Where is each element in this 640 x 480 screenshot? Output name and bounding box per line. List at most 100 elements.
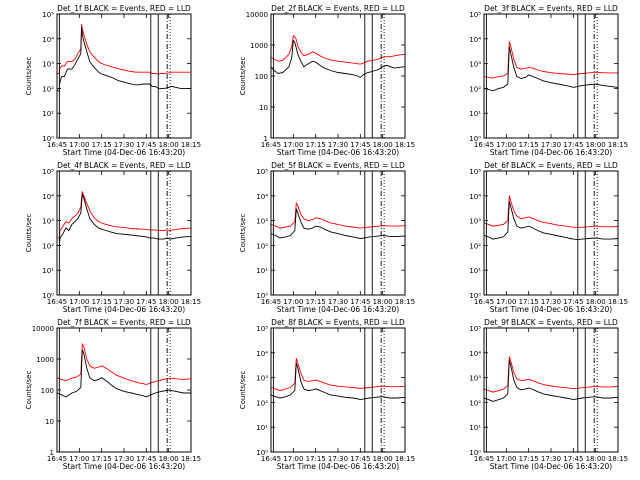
- x-axis-label: Start Time (04-Dec-06 16:43:20): [490, 305, 612, 314]
- y-tick-label: 10⁴: [256, 350, 268, 358]
- y-tick-label: 10¹: [42, 110, 54, 118]
- y-tick-label: 1: [264, 135, 268, 143]
- chart-title: Det_4f BLACK = Events, RED = LLD: [57, 161, 191, 170]
- y-tick-label: 1: [50, 449, 54, 457]
- series-line-events: [483, 360, 619, 402]
- x-tick-label: 17:45: [350, 455, 370, 463]
- x-tick-label: 18:15: [395, 141, 415, 149]
- y-tick-label: 10⁰: [469, 135, 481, 143]
- panel-2: 1 10 100 1000 10000 16:45 17:00 17:15 17:30 17:45…: [239, 4, 415, 157]
- x-tick-label: 17:30: [328, 298, 348, 306]
- x-tick-label: 18:15: [181, 455, 201, 463]
- plot-frame: [56, 13, 192, 139]
- y-axis-label: Counts/sec: [25, 57, 33, 96]
- x-tick-label: 17:15: [92, 141, 112, 149]
- y-tick-label: 10⁵: [42, 168, 54, 176]
- y-tick-label: 10³: [42, 61, 54, 69]
- x-tick-label: 17:45: [136, 298, 156, 306]
- series-line-lld: [270, 201, 406, 229]
- y-tick-label: 10⁰: [256, 449, 268, 457]
- y-tick-label: 10¹: [256, 424, 268, 432]
- x-tick-label: 18:00: [159, 298, 179, 306]
- y-tick-label: 10¹: [42, 267, 54, 275]
- x-tick-label: 16:45: [261, 298, 281, 306]
- x-tick-label: 17:30: [114, 455, 134, 463]
- series-line-lld: [56, 342, 192, 385]
- x-axis-label: Start Time (04-Dec-06 16:43:20): [277, 305, 399, 314]
- x-tick-label: 17:30: [328, 455, 348, 463]
- series-line-lld: [57, 191, 192, 239]
- x-tick-label: 17:15: [306, 455, 326, 463]
- plot-frame: [56, 170, 192, 296]
- x-tick-label: 16:45: [474, 455, 494, 463]
- y-tick-label: 10⁴: [42, 36, 54, 44]
- x-axis-label: Start Time (04-Dec-06 16:43:20): [63, 148, 185, 157]
- chart-title: Det_8f BLACK = Events, RED = LLD: [271, 318, 405, 327]
- x-tick-label: 17:00: [69, 298, 89, 306]
- panel-1: 10⁰ 10¹ 10² 10³ 10⁴ 10⁵ 16:45 17:00 17:15 17:30 17…: [25, 4, 201, 157]
- x-tick-label: 18:15: [395, 455, 415, 463]
- y-tick-label: 10⁵: [256, 325, 268, 333]
- series-line-events: [270, 208, 406, 239]
- x-tick-label: 17:15: [306, 298, 326, 306]
- x-tick-label: 18:00: [159, 455, 179, 463]
- series-line-events: [270, 362, 406, 401]
- y-tick-label: 10²: [256, 242, 268, 250]
- y-tick-label: 10⁴: [42, 193, 54, 201]
- series-line-events: [56, 349, 191, 398]
- x-tick-label: 16:45: [261, 141, 281, 149]
- x-tick-label: 17:15: [306, 141, 326, 149]
- y-tick-label: 10⁰: [469, 292, 481, 300]
- panel-7: 1 10 100 1000 10000 16:45 17:00 17:15 17:30 17:45…: [25, 318, 201, 471]
- y-tick-label: 1000: [36, 356, 54, 364]
- x-tick-label: 16:45: [474, 298, 494, 306]
- panel-5: 10⁰ 10¹ 10² 10³ 10⁴ 10⁵ 16:45 17:00 17:15 17:30 17…: [239, 161, 415, 314]
- x-axis-label: Start Time (04-Dec-06 16:43:20): [490, 148, 612, 157]
- series-line-lld: [483, 41, 618, 79]
- y-tick-label: 10¹: [469, 110, 481, 118]
- y-tick-label: 10²: [42, 242, 54, 250]
- y-tick-label: 10¹: [469, 267, 481, 275]
- y-tick-label: 10⁰: [469, 449, 481, 457]
- x-tick-label: 17:45: [350, 141, 370, 149]
- y-tick-label: 10⁵: [469, 168, 481, 176]
- panel-9: 10⁰ 10¹ 10² 10³ 10⁴ 10⁵ 16:45 17:00 17:15 17:30 17…: [469, 318, 628, 471]
- x-axis-label: Start Time (04-Dec-06 16:43:20): [63, 462, 185, 471]
- x-tick-label: 18:00: [586, 455, 606, 463]
- x-tick-label: 18:15: [608, 141, 628, 149]
- series-line-events: [270, 39, 406, 78]
- x-tick-label: 18:15: [181, 141, 201, 149]
- series-line-events: [57, 193, 192, 246]
- x-tick-label: 17:15: [519, 455, 539, 463]
- panel-8: 10⁰ 10¹ 10² 10³ 10⁴ 10⁵ 16:45 17:00 17:15 17:30 17…: [239, 318, 415, 471]
- x-tick-label: 16:45: [47, 141, 67, 149]
- x-tick-label: 17:00: [283, 298, 303, 306]
- series-line-lld: [483, 356, 619, 393]
- y-axis-label: Counts/sec: [239, 214, 247, 253]
- x-tick-label: 17:00: [496, 298, 516, 306]
- chart-title: Det_5f BLACK = Events, RED = LLD: [271, 161, 405, 170]
- series-line-events: [483, 201, 619, 241]
- x-tick-label: 17:45: [563, 298, 583, 306]
- y-tick-label: 1000: [250, 42, 268, 50]
- y-tick-label: 10⁰: [256, 292, 268, 300]
- y-tick-label: 100: [255, 73, 268, 81]
- series-line-lld: [57, 23, 191, 75]
- series-line-lld: [270, 358, 406, 392]
- x-tick-label: 17:15: [519, 141, 539, 149]
- x-tick-label: 17:45: [350, 298, 370, 306]
- x-axis-label: Start Time (04-Dec-06 16:43:20): [277, 148, 399, 157]
- chart-title: Det_6f BLACK = Events, RED = LLD: [484, 161, 618, 170]
- x-tick-label: 17:30: [541, 298, 561, 306]
- y-tick-label: 10²: [42, 85, 54, 93]
- x-tick-label: 16:45: [47, 455, 67, 463]
- series-line-events: [483, 46, 619, 92]
- y-tick-label: 10³: [256, 218, 268, 226]
- y-tick-label: 10⁰: [42, 135, 54, 143]
- x-tick-label: 18:00: [159, 141, 179, 149]
- series-line-events: [57, 26, 191, 92]
- y-tick-label: 100: [41, 387, 54, 395]
- y-tick-label: 10³: [469, 218, 481, 226]
- y-tick-label: 10²: [469, 242, 481, 250]
- x-tick-label: 17:00: [69, 141, 89, 149]
